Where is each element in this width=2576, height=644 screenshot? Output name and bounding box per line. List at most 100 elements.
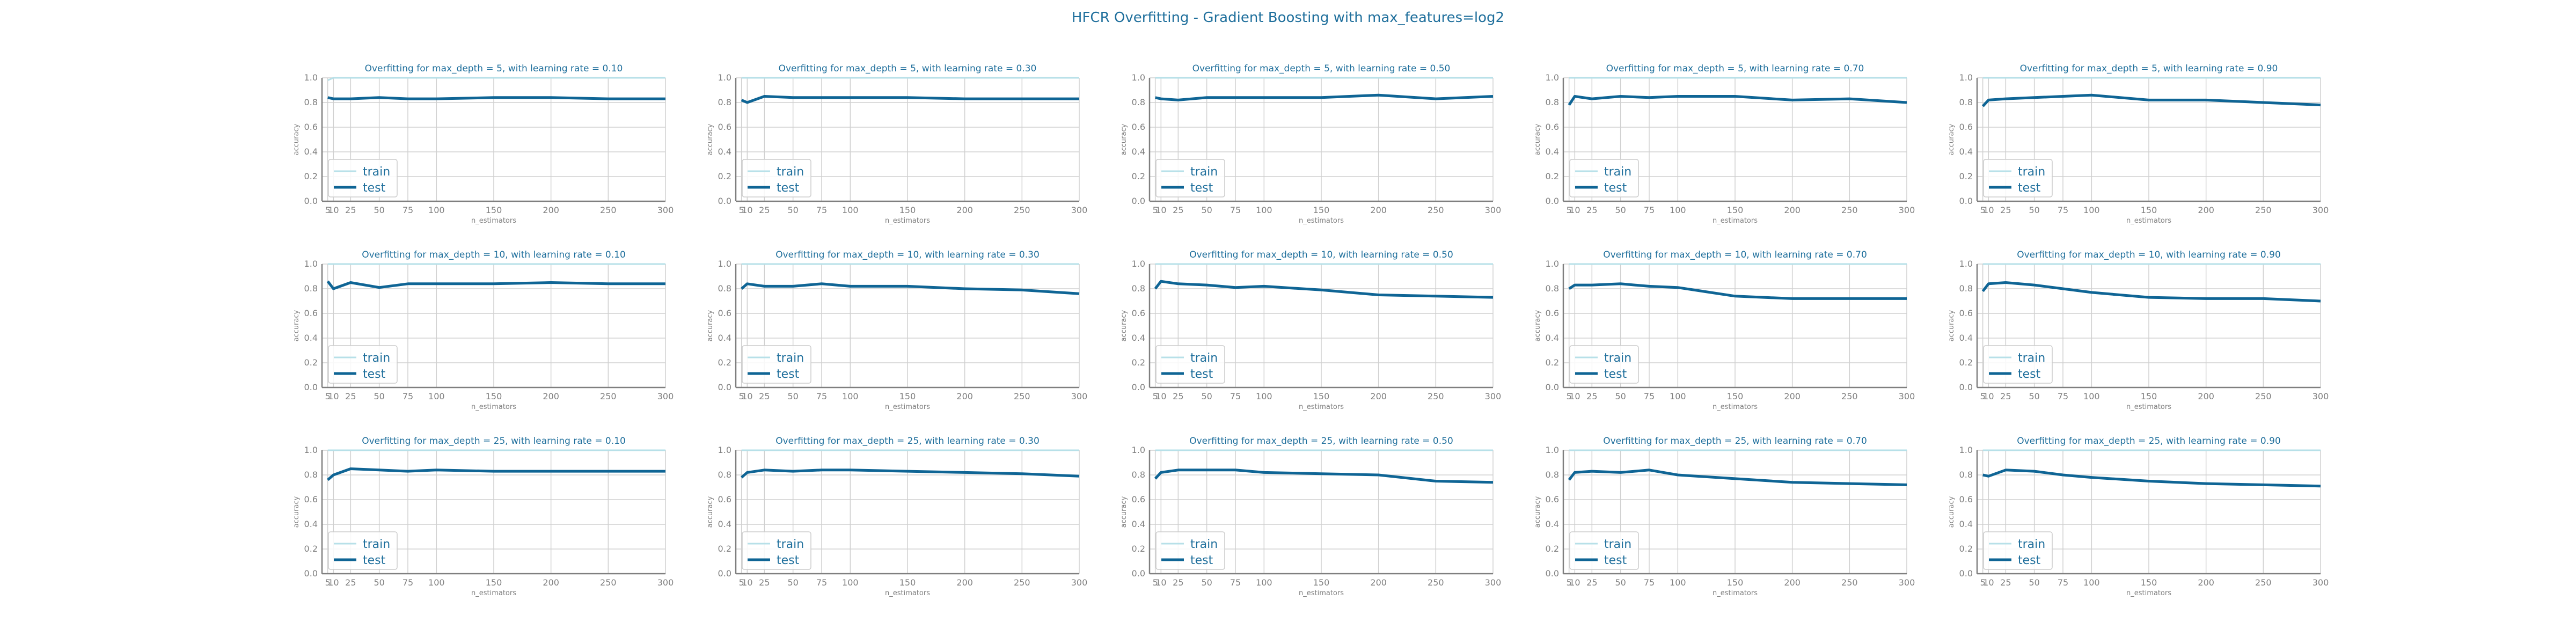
y-tick-label: 0.6 [304, 308, 318, 318]
legend: train test [1983, 345, 2053, 384]
legend: train test [1155, 159, 1225, 197]
legend-label: test [2018, 181, 2041, 195]
subplot-3-1: 0.0 0.2 0.4 0.6 0.8 1.0 510 25 50 75 100 150 200 250 3… [292, 436, 674, 597]
x-tick-label: 150 [486, 577, 502, 588]
x-tick-label: 300 [1485, 205, 1502, 215]
y-tick-label: 0.6 [1959, 308, 1973, 318]
y-tick-label: 0.6 [1959, 122, 1973, 132]
y-tick-label: 1.0 [1546, 445, 1559, 455]
y-tick-label: 0.0 [304, 568, 318, 579]
y-tick-label: 0.4 [718, 333, 731, 343]
x-axis-label: n_estimators [885, 589, 930, 597]
x-tick-label: 5 [1980, 391, 1986, 401]
x-tick-label: 250 [600, 391, 617, 401]
subplot-title: Overfitting for max_depth = 5, with lear… [2020, 63, 2278, 74]
x-tick-label: 5 [325, 391, 331, 401]
y-tick-label: 0.6 [304, 494, 318, 504]
y-tick-label: 1.0 [1959, 445, 1973, 455]
x-tick-label: 300 [1071, 205, 1088, 215]
legend-label: test [363, 181, 386, 195]
y-tick-label: 1.0 [1546, 72, 1559, 83]
y-tick-label: 0.2 [1959, 544, 1973, 554]
subplot-2-1: 0.0 0.2 0.4 0.6 0.8 1.0 510 25 50 75 100 150 200 250 3… [292, 250, 674, 411]
subplot-1-3: 0.0 0.2 0.4 0.6 0.8 1.0 510 25 50 75 100 150 200 250 3… [1120, 63, 1501, 225]
x-tick-label: 300 [1071, 391, 1088, 401]
series-line-test [1568, 469, 1907, 486]
legend-label: test [1604, 554, 1627, 567]
y-tick-label: 1.0 [304, 259, 318, 269]
y-tick-label: 0.0 [1132, 382, 1145, 392]
y-tick-label: 1.0 [718, 72, 731, 83]
x-tick-label: 25 [1173, 391, 1183, 401]
y-tick-label: 0.6 [718, 494, 731, 504]
x-tick-label: 50 [374, 391, 384, 401]
x-tick-label: 75 [1230, 577, 1241, 588]
subplot-title: Overfitting for max_depth = 25, with lea… [1189, 436, 1453, 447]
x-tick-label: 25 [345, 205, 356, 215]
y-axis-label: accuracy [1948, 310, 1956, 341]
subplot-title: Overfitting for max_depth = 5, with lear… [365, 63, 623, 74]
x-tick-label: 250 [2255, 205, 2272, 215]
subplot-title: Overfitting for max_depth = 10, with lea… [1189, 250, 1453, 260]
y-tick-label: 1.0 [1132, 445, 1145, 455]
x-axis-label: n_estimators [1713, 589, 1758, 597]
x-tick-label: 250 [1014, 391, 1030, 401]
series-line-test [327, 467, 665, 481]
legend: train test [742, 345, 811, 384]
y-tick-label: 0.8 [304, 470, 318, 480]
y-tick-label: 0.2 [718, 357, 731, 368]
subplot-title: Overfitting for max_depth = 25, with lea… [775, 436, 1040, 447]
legend-label: test [2018, 368, 2041, 381]
x-tick-label: 10 [1569, 205, 1580, 215]
legend-label: train [363, 538, 390, 551]
y-tick-label: 0.0 [718, 196, 731, 206]
y-tick-label: 1.0 [1959, 259, 1973, 269]
y-axis-label: accuracy [1948, 123, 1956, 155]
subplot-title: Overfitting for max_depth = 10, with lea… [775, 250, 1040, 260]
y-tick-label: 0.8 [1546, 470, 1559, 480]
x-tick-label: 25 [1173, 205, 1183, 215]
x-tick-label: 250 [2255, 577, 2272, 588]
y-tick-label: 0.2 [1132, 544, 1145, 554]
x-tick-label: 150 [2141, 205, 2157, 215]
x-axis-label: n_estimators [471, 403, 516, 411]
x-tick-label: 100 [2083, 391, 2100, 401]
y-tick-label: 0.4 [1132, 333, 1145, 343]
subplot-title: Overfitting for max_depth = 25, with lea… [1603, 436, 1867, 447]
y-tick-label: 0.6 [1132, 308, 1145, 318]
legend-label: train [1604, 352, 1631, 365]
y-tick-label: 0.4 [1546, 519, 1559, 529]
x-tick-label: 200 [543, 391, 559, 401]
y-axis-label: accuracy [706, 310, 714, 341]
x-tick-label: 200 [543, 577, 559, 588]
x-axis-label: n_estimators [471, 589, 516, 597]
x-tick-label: 10 [1983, 205, 1994, 215]
x-tick-label: 75 [816, 205, 827, 215]
legend-label: test [1190, 554, 1213, 567]
x-tick-label: 25 [759, 205, 770, 215]
x-tick-label: 10 [1569, 577, 1580, 588]
legend: train test [742, 159, 811, 197]
y-tick-label: 0.2 [718, 171, 731, 181]
x-tick-label: 75 [816, 391, 827, 401]
legend: train test [1569, 159, 1639, 197]
x-tick-label: 200 [1370, 391, 1387, 401]
x-tick-label: 25 [759, 577, 770, 588]
legend-label: train [777, 165, 804, 179]
x-tick-label: 10 [328, 391, 339, 401]
y-tick-label: 0.2 [718, 544, 731, 554]
y-tick-label: 0.8 [718, 470, 731, 480]
legend: train test [328, 159, 398, 197]
x-tick-label: 100 [1670, 577, 1686, 588]
x-axis-label: n_estimators [2126, 589, 2171, 597]
y-tick-label: 0.4 [718, 519, 731, 529]
x-tick-label: 200 [1370, 205, 1387, 215]
y-tick-label: 0.0 [1132, 196, 1145, 206]
x-tick-label: 50 [2029, 391, 2039, 401]
x-tick-label: 100 [842, 205, 859, 215]
x-tick-label: 5 [1153, 391, 1158, 401]
y-tick-label: 0.8 [1959, 97, 1973, 107]
subplot-title: Overfitting for max_depth = 10, with lea… [362, 250, 626, 260]
x-tick-label: 300 [1485, 577, 1502, 588]
x-axis-label: n_estimators [1299, 403, 1344, 411]
